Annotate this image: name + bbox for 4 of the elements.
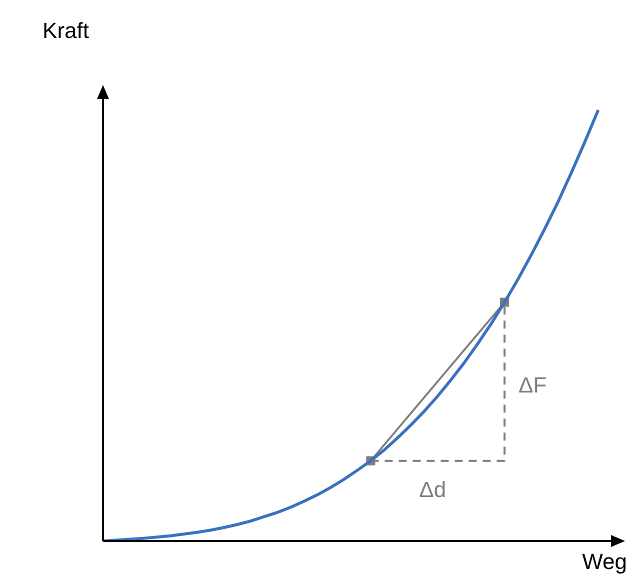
annotation: Δd	[419, 476, 446, 502]
annotation: ΔF	[518, 372, 547, 398]
y-axis-title: Kraft	[42, 18, 89, 44]
x-axis-title: Weg	[582, 549, 627, 574]
